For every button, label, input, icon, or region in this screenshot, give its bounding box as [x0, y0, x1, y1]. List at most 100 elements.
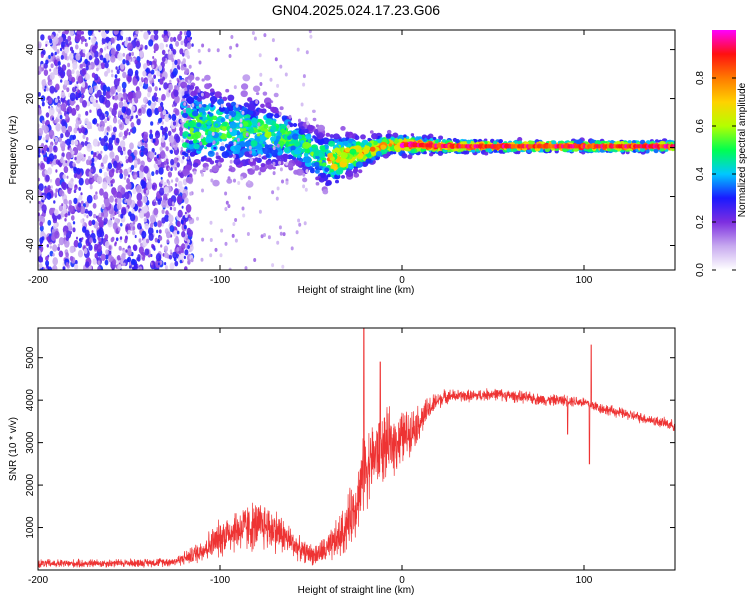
spectrogram-cell	[127, 229, 131, 235]
spectrogram-cell	[160, 176, 163, 180]
spectrogram-cell	[169, 43, 173, 50]
spectrogram-cell	[244, 266, 248, 270]
spectrogram-cell	[44, 157, 47, 162]
spectrogram-cell	[403, 134, 407, 138]
spectrogram-cell	[145, 68, 149, 73]
spectrogram-cell	[142, 70, 147, 77]
spectrogram-cell	[42, 137, 46, 141]
spectrogram-cell	[72, 227, 76, 233]
spectrogram-cell	[114, 162, 118, 167]
spectrogram-cell	[143, 217, 147, 223]
spectrogram-cell	[639, 147, 646, 152]
spectrogram-cell	[93, 85, 96, 90]
spectrogram-cell	[288, 114, 292, 119]
spectrogram-cell	[199, 169, 203, 174]
spectrogram-cell	[385, 133, 392, 139]
spectrogram-cell	[84, 118, 89, 125]
spectrogram-cell	[56, 49, 60, 54]
spectrogram-cell	[189, 220, 193, 225]
spectrogram-cell	[389, 151, 394, 155]
spectrogram-cell	[165, 44, 168, 48]
spectrogram-cell	[654, 139, 659, 143]
spectrogram-cell	[55, 177, 61, 187]
spectrogram-cell	[110, 151, 115, 158]
spectrogram-cell	[158, 167, 164, 175]
spectrogram-cell	[279, 106, 284, 111]
spectrogram-cell	[199, 141, 203, 146]
spectrogram-cell	[40, 162, 45, 170]
spectrogram-cell	[156, 154, 159, 159]
spectrogram-cell	[270, 106, 277, 113]
spectrogram-cell	[112, 126, 117, 133]
spectrogram-cell	[123, 130, 128, 137]
spectrogram-cell	[275, 128, 279, 132]
spectrogram-cell	[110, 48, 116, 56]
spectrogram-cell	[110, 180, 113, 184]
spectrogram-cell	[203, 91, 211, 99]
spectrogram-cell	[147, 100, 152, 106]
spectrogram-cell	[132, 57, 135, 63]
spectrogram-cell	[73, 166, 77, 172]
spectrogram-cell	[184, 213, 188, 218]
snr-frame	[37, 327, 676, 571]
spectrogram-cell	[247, 97, 253, 102]
spectrogram-cell	[164, 252, 169, 259]
spectrogram-cell	[148, 39, 154, 47]
spectrogram-cell	[167, 51, 174, 61]
spectrogram-cell	[48, 97, 53, 105]
spectrogram-cell	[250, 140, 258, 147]
spectrogram-cell	[153, 101, 157, 106]
spectrogram-cell	[104, 113, 107, 117]
spectrogram-cell	[67, 125, 73, 133]
spectrogram-cell	[88, 244, 93, 251]
spectrogram-cell	[176, 247, 180, 252]
spectrogram-cell	[121, 163, 124, 167]
spectrogram-cell	[162, 76, 166, 81]
spectrogram-cell	[148, 233, 154, 241]
spectrogram-cell	[348, 163, 354, 170]
spectrogram-cell	[75, 44, 79, 50]
spectrogram-cell	[67, 43, 70, 47]
spectrogram-y-tick-label: 40	[25, 44, 36, 56]
spectrogram-cell	[201, 156, 207, 161]
spectrogram-cell	[265, 153, 270, 158]
spectrogram-cell	[297, 155, 301, 159]
spectrogram-cell	[179, 259, 183, 264]
spectrogram-cell	[171, 57, 175, 63]
spectrogram-cell	[69, 30, 75, 37]
spectrogram-cell	[260, 234, 264, 239]
spectrogram-cell	[251, 121, 258, 127]
spectrogram-cell	[127, 256, 132, 263]
spectrogram-cell	[125, 37, 129, 41]
spectrogram-cell	[127, 91, 134, 101]
spectrogram-cell	[163, 193, 168, 201]
snr-y-tick-label: 5000	[25, 346, 36, 369]
spectrogram-cell	[55, 83, 60, 91]
spectrogram-cell	[340, 152, 348, 159]
spectrogram-cell	[169, 206, 173, 211]
spectrogram-cell	[184, 249, 189, 256]
spectrogram-cell	[179, 252, 185, 260]
spectrogram-cell	[122, 71, 127, 79]
colorbar-tick-label: 0.6	[695, 119, 706, 133]
spectrogram-cell	[142, 256, 145, 261]
snr-series-line	[38, 328, 675, 568]
spectrogram-cell	[39, 225, 44, 232]
spectrogram-cell	[72, 150, 75, 155]
spectrogram-cell	[48, 105, 51, 109]
spectrogram-cell	[177, 209, 183, 218]
spectrogram-cell	[302, 82, 306, 87]
spectrogram-cell	[290, 246, 294, 251]
spectrogram-cell	[487, 148, 493, 153]
spectrogram-cell	[66, 106, 73, 114]
spectrogram-cell	[298, 147, 303, 151]
spectrogram-cell	[119, 140, 126, 149]
spectrogram-cell	[52, 253, 55, 257]
spectrogram-cell	[141, 230, 147, 239]
spectrogram-cell	[276, 186, 280, 191]
spectrogram-cell	[327, 161, 332, 164]
spectrogram-cell	[215, 155, 221, 160]
spectrogram-cell	[185, 204, 192, 213]
spectrogram-cell	[91, 72, 96, 78]
spectrogram-cell	[200, 92, 204, 97]
